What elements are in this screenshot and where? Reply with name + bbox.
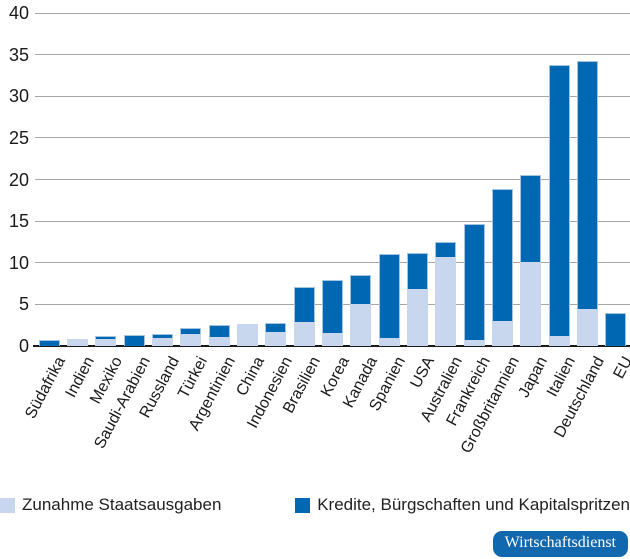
bar-segment-dark bbox=[322, 280, 343, 334]
bar-segment-dark bbox=[548, 65, 570, 336]
gridline bbox=[35, 54, 630, 56]
bar-segment-dark bbox=[435, 241, 457, 257]
bar-russland bbox=[152, 333, 173, 346]
bar-indonesien bbox=[265, 322, 287, 346]
legend-item-kredite: Kredite, Bürgschaften und Kapitalspritze… bbox=[295, 495, 630, 515]
bar-japan bbox=[520, 174, 542, 346]
bar-segment-light bbox=[350, 303, 372, 346]
legend-swatch-dark-icon bbox=[295, 497, 311, 513]
bar-segment-dark bbox=[463, 223, 485, 341]
gridline bbox=[35, 12, 630, 14]
bar-segment-dark bbox=[152, 333, 173, 339]
y-axis-tick-label: 0 bbox=[18, 336, 29, 356]
bar-italien bbox=[548, 65, 570, 346]
bar-segment-light bbox=[265, 331, 287, 346]
bar-segment-light bbox=[180, 334, 202, 346]
bar-korea bbox=[322, 280, 343, 346]
bar-segment-light bbox=[463, 340, 485, 346]
y-axis-tick-label: 20 bbox=[8, 169, 29, 190]
bar-segment-dark bbox=[520, 174, 542, 262]
bar-segment-dark bbox=[208, 325, 230, 337]
bar-mexiko bbox=[95, 336, 117, 346]
y-axis-tick-label: 30 bbox=[8, 86, 29, 107]
bar-deutschland bbox=[577, 61, 598, 346]
bar-segment-light bbox=[293, 321, 315, 346]
y-axis-tick-label: 40 bbox=[8, 3, 29, 23]
gridline bbox=[35, 220, 630, 222]
bar-segment-light bbox=[67, 339, 88, 346]
bar-spanien bbox=[378, 253, 400, 346]
gridline bbox=[35, 262, 630, 264]
y-axis-tick-label: 25 bbox=[8, 127, 29, 148]
bar-segment-dark bbox=[350, 275, 372, 304]
y-axis-tick-label: 15 bbox=[8, 211, 29, 232]
gridline bbox=[35, 137, 630, 139]
gridline bbox=[35, 95, 630, 97]
bar-südafrika bbox=[38, 340, 60, 346]
bar-segment-light bbox=[577, 309, 598, 346]
bar-segment-light bbox=[435, 256, 457, 346]
bar-saudi-arabien bbox=[123, 335, 145, 346]
chart-legend: Zunahme Staatsausgaben Kredite, Bürgscha… bbox=[0, 495, 630, 515]
bar-segment-light bbox=[378, 337, 400, 346]
bar-segment-light bbox=[237, 323, 258, 346]
gridline bbox=[35, 179, 630, 180]
bar-segment-dark bbox=[180, 327, 202, 335]
bar-segment-dark bbox=[378, 253, 400, 338]
bar-usa bbox=[407, 252, 428, 346]
bar-großbritannien bbox=[492, 189, 513, 346]
bar-eu bbox=[605, 312, 627, 346]
bar-segment-dark bbox=[407, 252, 428, 289]
bar-australien bbox=[435, 241, 457, 346]
bar-segment-light bbox=[152, 338, 173, 346]
bar-segment-light bbox=[548, 336, 570, 346]
bar-segment-dark bbox=[123, 335, 145, 346]
x-axis-line bbox=[33, 345, 630, 347]
legend-label-staatsausgaben: Zunahme Staatsausgaben bbox=[22, 495, 222, 514]
wirtschaftsdienst-badge: Wirtschaftsdienst bbox=[492, 531, 628, 557]
bar-segment-dark bbox=[577, 61, 598, 310]
bar-segment-light bbox=[407, 288, 428, 346]
bar-kanada bbox=[350, 275, 372, 346]
bar-frankreich bbox=[463, 223, 485, 346]
bar-segment-dark bbox=[95, 336, 117, 339]
legend-label-kredite: Kredite, Bürgschaften und Kapitalspritze… bbox=[317, 495, 630, 514]
bar-segment-dark bbox=[492, 189, 513, 322]
bar-brasilien bbox=[293, 286, 315, 346]
bar-segment-dark bbox=[265, 322, 287, 332]
bar-segment-dark bbox=[38, 340, 60, 346]
bar-segment-light bbox=[208, 336, 230, 346]
bar-segment-light bbox=[322, 333, 343, 346]
bar-segment-light bbox=[520, 261, 542, 346]
y-axis-tick-label: 35 bbox=[8, 44, 29, 65]
legend-item-staatsausgaben: Zunahme Staatsausgaben bbox=[0, 495, 221, 515]
bar-china bbox=[237, 323, 258, 346]
y-axis-tick-label: 5 bbox=[18, 294, 29, 315]
bar-segment-light bbox=[492, 321, 513, 346]
bar-segment-light bbox=[95, 338, 117, 346]
legend-swatch-light-icon bbox=[0, 497, 15, 513]
bar-segment-dark bbox=[605, 312, 627, 346]
bar-indien bbox=[67, 339, 88, 346]
bar-argentinien bbox=[208, 325, 230, 346]
bar-segment-dark bbox=[293, 286, 315, 322]
y-axis-tick-label: 10 bbox=[8, 252, 29, 273]
bar-türkei bbox=[180, 327, 202, 346]
